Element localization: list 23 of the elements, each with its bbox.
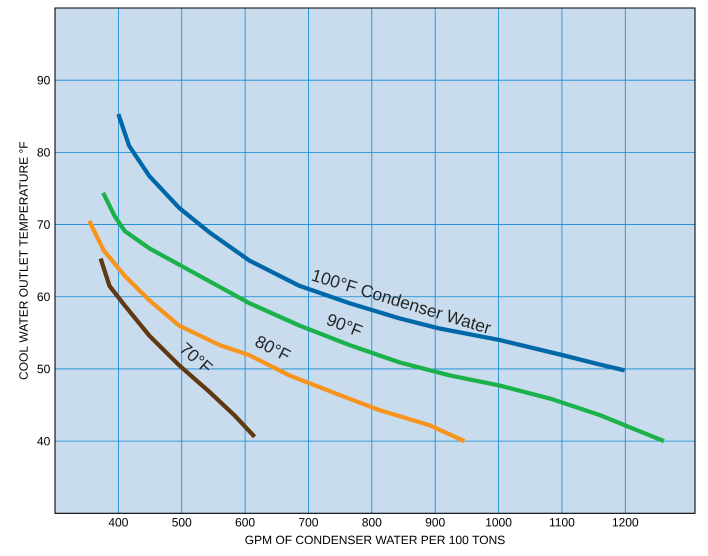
x-tick-label: 500 <box>172 518 192 527</box>
x-tick-label: 1100 <box>550 518 574 527</box>
y-tick-label: 90 <box>38 76 50 84</box>
y-tick-label: 60 <box>38 292 50 302</box>
y-tick-label: 70 <box>38 220 50 229</box>
text: 80°F <box>255 336 292 358</box>
x-tick-label: 900 <box>426 518 445 527</box>
y-tick-label: 40 <box>37 436 50 446</box>
line-series <box>116 112 627 373</box>
y-axis-title: COOL WATER OUTLET TEMPERATURE °F <box>19 142 28 380</box>
x-tick-label: 600 <box>236 518 255 527</box>
x-tick-label: 400 <box>108 518 128 527</box>
text: 90°F <box>327 314 364 335</box>
x-tick-label: 1000 <box>486 518 512 527</box>
line-series <box>98 256 257 439</box>
text: 70°F <box>180 342 214 370</box>
line-series <box>101 190 666 444</box>
y-tick-label: 80 <box>37 148 50 157</box>
x-axis-title: GPM OF CONDENSER WATER PER 100 TONS <box>245 536 505 544</box>
y-tick-label: 50 <box>37 364 50 374</box>
x-tick-label: 700 <box>299 518 318 527</box>
x-tick-label: 800 <box>362 518 382 527</box>
x-tick-label: 1200 <box>612 518 638 527</box>
